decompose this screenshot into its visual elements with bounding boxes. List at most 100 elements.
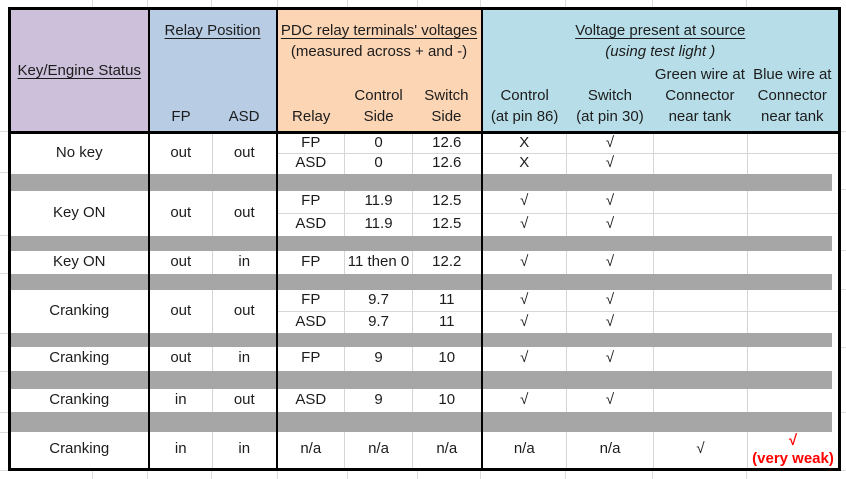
cell-relay[interactable]: FP xyxy=(276,190,345,214)
cell-blue-wire[interactable] xyxy=(747,190,840,214)
cell-green-wire[interactable] xyxy=(653,388,748,412)
cell-source-switch[interactable]: √ xyxy=(566,388,654,412)
cell-green-wire[interactable] xyxy=(653,153,748,174)
cell-source-switch[interactable]: √ xyxy=(566,250,654,274)
cell-source-control[interactable]: √ xyxy=(481,250,567,274)
cell-relay[interactable]: FP xyxy=(276,289,345,312)
cell-relay[interactable]: ASD xyxy=(276,153,345,174)
cell-source-control[interactable]: n/a xyxy=(481,431,567,470)
cell-green-wire[interactable] xyxy=(653,132,748,154)
cell-source-control[interactable]: √ xyxy=(481,388,567,412)
cell-key-engine-status[interactable]: Cranking xyxy=(9,431,150,470)
cell-relay[interactable]: FP xyxy=(276,132,345,154)
weak-check-mark: √ xyxy=(788,431,798,449)
cell-fp-position[interactable]: in xyxy=(148,388,213,412)
cell-source-switch[interactable]: √ xyxy=(566,132,654,154)
cell-key-engine-status[interactable]: Key ON xyxy=(9,190,150,236)
cell-source-control[interactable]: √ xyxy=(481,213,567,236)
cell-green-wire[interactable] xyxy=(653,250,748,274)
cell-source-switch[interactable]: √ xyxy=(566,190,654,214)
cell-green-wire[interactable] xyxy=(653,213,748,236)
header-key-engine-status[interactable]: Key/Engine Status xyxy=(9,8,150,134)
cell-fp-position[interactable]: out xyxy=(148,132,213,174)
cell-asd-position[interactable]: out xyxy=(212,132,278,174)
header-relay-position[interactable]: Relay Position FP ASD xyxy=(148,8,278,134)
cell-key-engine-status[interactable]: Cranking xyxy=(9,388,150,412)
cell-control-side[interactable]: 9.7 xyxy=(344,311,413,333)
cell-source-switch[interactable]: n/a xyxy=(566,431,654,470)
cell-control-side[interactable]: n/a xyxy=(344,431,413,470)
cell-blue-wire[interactable] xyxy=(747,289,840,312)
cell-source-switch[interactable]: √ xyxy=(566,153,654,174)
cell-source-control[interactable]: √ xyxy=(481,190,567,214)
cell-relay[interactable]: FP xyxy=(276,250,345,274)
cell-relay[interactable]: n/a xyxy=(276,431,345,470)
header-pdc-voltages[interactable]: PDC relay terminals' voltages (measured … xyxy=(276,8,483,134)
cell-asd-position[interactable]: in xyxy=(212,346,278,371)
cell-blue-wire[interactable] xyxy=(748,251,840,274)
cell-control-side[interactable]: 11.9 xyxy=(344,190,413,214)
cell-relay[interactable]: ASD xyxy=(276,213,345,236)
cell-source-control[interactable]: √ xyxy=(481,289,567,312)
cell-blue-wire[interactable] xyxy=(747,132,840,154)
cell-source-switch[interactable]: √ xyxy=(566,311,654,333)
cell-switch-side[interactable]: 11 xyxy=(412,311,483,333)
cell-source-switch[interactable]: √ xyxy=(566,289,654,312)
cell-relay[interactable]: FP xyxy=(276,346,345,371)
cell-key-engine-status[interactable]: Cranking xyxy=(9,346,150,371)
cell-source-control[interactable]: X xyxy=(481,153,567,174)
cell-blue-wire[interactable] xyxy=(748,154,840,174)
cell-fp-position[interactable]: out xyxy=(148,346,213,371)
cell-blue-wire[interactable] xyxy=(748,312,840,333)
cell-fp-position[interactable]: out xyxy=(148,289,213,333)
cell-fp-position[interactable]: out xyxy=(148,250,213,274)
relay-position-title: Relay Position xyxy=(164,22,261,39)
cell-asd-position[interactable]: out xyxy=(212,289,278,333)
cell-green-wire[interactable] xyxy=(653,190,748,214)
cell-fp-position[interactable]: in xyxy=(148,431,213,470)
cell-control-side[interactable]: 0 xyxy=(344,153,413,174)
cell-control-side[interactable]: 11.9 xyxy=(344,213,413,236)
cell-blue-wire[interactable] xyxy=(748,389,840,412)
cell-source-control[interactable]: √ xyxy=(481,311,567,333)
cell-switch-side[interactable]: 11 xyxy=(412,289,483,312)
cell-blue-wire[interactable] xyxy=(748,347,840,371)
cell-asd-position[interactable]: in xyxy=(212,431,278,470)
cell-switch-side[interactable]: 12.6 xyxy=(412,153,483,174)
cell-switch-side[interactable]: 10 xyxy=(412,388,483,412)
cell-control-side[interactable]: 9 xyxy=(344,388,413,412)
cell-key-engine-status[interactable]: Cranking xyxy=(9,289,150,333)
cell-green-wire[interactable]: √ xyxy=(653,431,748,470)
cell-source-control[interactable]: √ xyxy=(481,346,567,371)
cell-asd-position[interactable]: out xyxy=(212,388,278,412)
cell-green-wire[interactable] xyxy=(653,311,748,333)
cell-source-control[interactable]: X xyxy=(481,132,567,154)
cell-asd-position[interactable]: in xyxy=(212,250,278,274)
cell-green-wire[interactable] xyxy=(653,289,748,312)
cell-control-side[interactable]: 9 xyxy=(344,346,413,371)
cell-switch-side[interactable]: 10 xyxy=(412,346,483,371)
cell-fp-position[interactable]: out xyxy=(148,190,213,236)
cell-control-side[interactable]: 11 then 0 xyxy=(344,250,413,274)
separator-row xyxy=(9,235,840,251)
cell-switch-side[interactable]: 12.2 xyxy=(412,250,483,274)
cell-relay[interactable]: ASD xyxy=(276,311,345,333)
cell-switch-side[interactable]: 12.6 xyxy=(412,132,483,154)
header-voltage-source[interactable]: Voltage present at source (using test li… xyxy=(481,8,840,134)
cell-key-engine-status[interactable]: No key xyxy=(9,132,150,174)
cell-relay[interactable]: ASD xyxy=(276,388,345,412)
cell-control-side[interactable]: 0 xyxy=(344,132,413,154)
cell-switch-side[interactable]: n/a xyxy=(412,431,483,470)
cell-control-side[interactable]: 9.7 xyxy=(344,289,413,312)
cell-blue-wire[interactable]: √ (very weak) xyxy=(748,432,840,470)
cell-blue-wire[interactable] xyxy=(748,214,840,236)
cell-source-switch[interactable]: √ xyxy=(566,213,654,236)
cell-key-engine-status[interactable]: Key ON xyxy=(9,250,150,274)
cell-switch-side[interactable]: 12.5 xyxy=(412,213,483,236)
cell-asd-position[interactable]: out xyxy=(212,190,278,236)
cell-switch-side[interactable]: 12.5 xyxy=(412,190,483,214)
cell-green-wire[interactable] xyxy=(653,346,748,371)
gridline-stubs-right xyxy=(841,0,846,479)
cell-source-switch[interactable]: √ xyxy=(566,346,654,371)
subheader-green-wire: Green wire at Connector near tank xyxy=(654,66,745,125)
